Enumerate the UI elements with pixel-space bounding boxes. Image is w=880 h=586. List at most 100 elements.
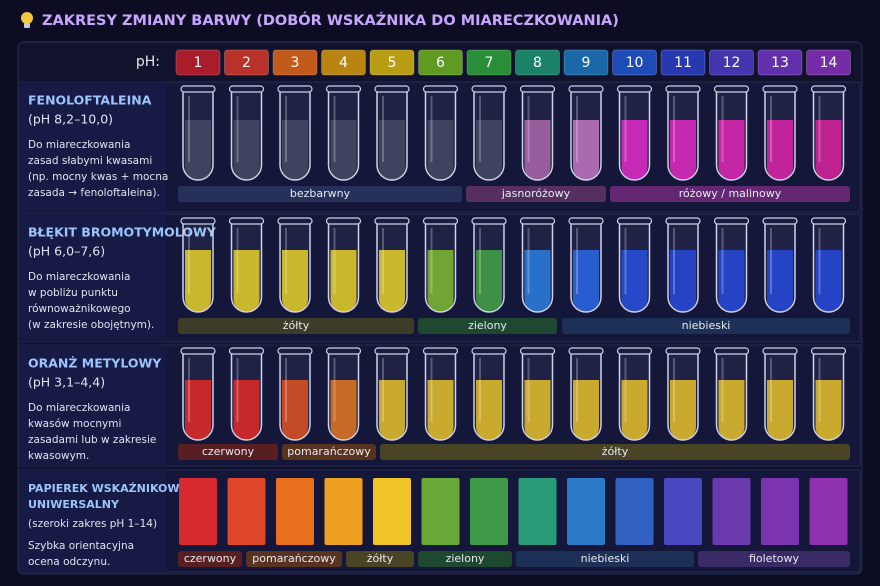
ph-value: 5 <box>388 55 397 71</box>
ph-value: 3 <box>291 55 300 71</box>
tube-glass <box>376 352 408 441</box>
liquid <box>767 250 793 312</box>
indicator-range: (pH 6,0–7,6) <box>28 244 105 259</box>
test-tube <box>616 217 653 313</box>
liquid <box>379 120 405 180</box>
tube-rim <box>325 217 362 225</box>
tube-glass <box>618 352 651 441</box>
test-tube <box>665 85 701 181</box>
indicator-paper <box>712 478 751 545</box>
ph-value: 7 <box>485 55 494 71</box>
band-label: fioletowy <box>749 552 800 565</box>
tube-glass <box>327 90 360 181</box>
ph-value: 9 <box>582 55 591 71</box>
tube-glass <box>521 352 554 441</box>
color-band <box>380 444 850 460</box>
liquid <box>476 120 502 180</box>
indicator-range: (szeroki zakres pH 1–14) <box>28 518 157 530</box>
indicator-paper <box>276 478 314 545</box>
liquid <box>282 120 308 180</box>
test-tube <box>374 347 410 441</box>
tube-rim <box>810 347 847 355</box>
tube-glass <box>327 222 360 313</box>
liquid <box>524 250 551 312</box>
indicator-paper <box>567 478 605 545</box>
label-panel <box>20 345 166 466</box>
tube-rim <box>568 217 604 225</box>
indicator-paper <box>421 478 460 545</box>
tube-rim <box>762 347 798 355</box>
ph-box <box>224 49 269 76</box>
tube-rim <box>277 217 313 225</box>
test-tube <box>180 217 216 313</box>
tube-rim <box>616 347 653 355</box>
tube-rim <box>519 217 556 225</box>
liquid <box>330 380 357 440</box>
color-band <box>610 186 850 202</box>
tube-rim <box>616 85 653 93</box>
liquid <box>233 380 260 440</box>
indicator-description: kwasowym. <box>28 450 89 462</box>
test-tube <box>810 347 847 441</box>
test-tube <box>519 217 556 313</box>
liquid <box>185 380 211 440</box>
indicator-paper <box>373 478 411 545</box>
tube-glass <box>473 222 505 313</box>
test-tube <box>616 85 653 181</box>
ph-value: 2 <box>242 55 251 71</box>
ph-box <box>515 49 560 76</box>
test-tube <box>713 347 750 441</box>
band-label: bezbarwny <box>290 187 351 200</box>
label-panel <box>20 470 166 572</box>
tube-rim <box>616 217 653 225</box>
band-label: czerwony <box>202 445 255 458</box>
ph-box <box>563 49 609 76</box>
tube-glass <box>279 222 311 313</box>
liquid <box>330 120 357 180</box>
tube-glass <box>715 222 748 313</box>
ph-value: 4 <box>339 55 348 71</box>
tube-rim <box>325 85 362 93</box>
tube-rim <box>519 85 556 93</box>
tube-rim <box>519 347 556 355</box>
liquid <box>815 380 842 440</box>
indicator-paper <box>227 478 266 545</box>
band-label: jasnoróżowy <box>501 187 571 200</box>
indicator-paper <box>761 478 799 545</box>
liquid <box>621 250 648 312</box>
test-tube <box>568 217 604 313</box>
indicator-description: Do miareczkowania <box>28 139 130 151</box>
color-band <box>418 551 512 567</box>
band-label: różowy / malinowy <box>679 187 782 200</box>
tube-rim <box>374 85 410 93</box>
liquid <box>282 250 308 312</box>
tube-glass <box>182 90 214 181</box>
tube-rim <box>762 85 798 93</box>
ph-box <box>175 49 221 76</box>
test-tube <box>277 347 313 441</box>
indicator-paper <box>324 478 363 545</box>
ph-box <box>418 49 463 76</box>
tube-rim <box>568 347 604 355</box>
tube-glass <box>812 352 845 441</box>
ph-box <box>660 49 706 76</box>
liquid <box>524 380 551 440</box>
liquid <box>379 380 405 440</box>
tube-glass <box>521 90 554 181</box>
liquid <box>476 250 502 312</box>
tube-glass <box>667 90 699 181</box>
color-band <box>418 318 557 334</box>
band-label: niebieski <box>581 552 630 565</box>
test-tube <box>762 85 798 181</box>
band-label: niebieski <box>682 319 731 332</box>
indicator-description: Do miareczkowania <box>28 271 130 283</box>
ph-box <box>806 49 851 76</box>
label-panel <box>20 214 166 342</box>
color-band <box>246 551 342 567</box>
band-label: żółty <box>602 445 629 458</box>
tube-rim <box>325 347 362 355</box>
test-tube <box>519 85 556 181</box>
color-band <box>178 186 462 202</box>
test-tube <box>471 85 507 181</box>
